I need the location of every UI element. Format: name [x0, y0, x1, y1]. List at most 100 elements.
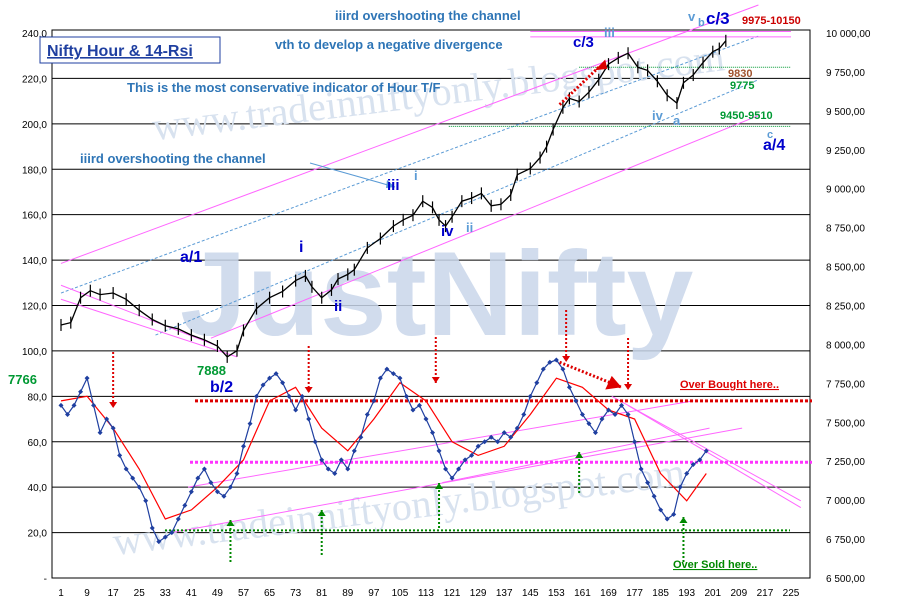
oversold-arrow-head [679, 517, 688, 523]
wave-label-ii-1: ii [334, 298, 342, 315]
right-axis-tick: 6 500,00 [826, 574, 865, 585]
rsi-point [162, 534, 168, 540]
x-axis-tick: 65 [264, 588, 276, 599]
right-axis-tick: 7 000,00 [826, 496, 865, 507]
rsi-point [364, 412, 370, 417]
right-axis-tick: 9 250,00 [826, 146, 865, 157]
rsi-point [456, 466, 462, 472]
oversold-arrow-head [317, 510, 326, 516]
chart-title-box [39, 36, 221, 64]
overbought-arrow-head [431, 377, 440, 383]
watermark-justnifty: JustNifty [180, 227, 694, 361]
left-axis-tick: 160,0 [22, 211, 47, 222]
rsi-point [234, 471, 240, 477]
left-axis-tick: 120,0 [22, 302, 47, 313]
rsi-point [579, 412, 585, 417]
rsi-point [273, 371, 279, 377]
left-axis-tick: 200,0 [22, 120, 47, 131]
divergence-arrow-head [605, 375, 622, 390]
x-axis-tick: 169 [600, 588, 617, 599]
left-axis-tick: 180,0 [22, 165, 47, 176]
rsi-point [371, 398, 377, 404]
axis-labels: 240,0220,0200,0180,0160,0140,0120,0100,0… [22, 29, 871, 599]
wave-label-b2: b/2 [210, 379, 233, 396]
wave-label-c: c [767, 129, 773, 141]
rsi-point [651, 493, 657, 499]
rsi-point [586, 421, 592, 427]
target-9450-label: 9450-9510 [720, 110, 773, 122]
price-channel-upper [60, 4, 759, 264]
rsi-point [514, 425, 520, 431]
rsi-point [214, 489, 220, 495]
rsi-point [267, 375, 273, 381]
rsi-point [612, 412, 618, 417]
rsi-point [416, 402, 422, 408]
rsi-point [625, 412, 631, 417]
x-axis-tick: 57 [238, 588, 250, 599]
rsi-point [397, 375, 403, 381]
rsi-point [671, 511, 677, 517]
downtrend-lower [60, 298, 238, 358]
rsi-point [130, 475, 136, 481]
rsi-point [97, 430, 103, 436]
x-axis-tick: 185 [652, 588, 669, 599]
rsi-point [606, 407, 611, 413]
level-7888-label: 7888 [197, 363, 226, 378]
rsi-point [149, 525, 155, 531]
rsi-point [254, 393, 260, 399]
rsi-point [560, 366, 566, 372]
price-channel-mid-2 [155, 79, 759, 336]
level-lines [165, 399, 812, 532]
x-axis-tick: 177 [626, 588, 643, 599]
wave-label-c3-mid: c/3 [573, 34, 594, 51]
breakout-arrow-head [594, 59, 608, 71]
rsi-point [345, 466, 351, 472]
rsi-point [221, 493, 227, 499]
breakout-arrow [558, 66, 600, 106]
target-9830-label: 9830 [728, 68, 752, 80]
level-7766-label: 7766 [8, 372, 37, 387]
left-axis-tick: 20,0 [28, 529, 48, 540]
x-axis-tick: 153 [548, 588, 565, 599]
rsi-point [684, 471, 690, 477]
rsi-point [208, 480, 214, 486]
x-axis-tick: 121 [444, 588, 461, 599]
rsi-point [443, 466, 449, 472]
rsi-point [658, 507, 664, 513]
wave-label-a1: a/1 [180, 249, 202, 266]
rsi-point [495, 439, 501, 445]
rsi-point [403, 393, 409, 399]
x-axis-tick: 73 [290, 588, 302, 599]
x-axis-tick: 201 [704, 588, 721, 599]
wave-label-b: b [698, 17, 705, 29]
rsi-point [475, 443, 481, 449]
annotation-iiird-mid: iiird overshooting the channel [80, 151, 266, 166]
rsi-average-line [60, 377, 707, 520]
rsi-point [540, 366, 546, 372]
rsi-point [247, 421, 253, 427]
wave-label-i-2: i [414, 168, 418, 183]
rsi-point [280, 380, 286, 386]
right-axis-tick: 8 250,00 [826, 302, 865, 313]
overbought-arrow-head [624, 384, 633, 390]
chart-title: Nifty Hour & 14-Rsi [47, 43, 193, 60]
price-line [60, 40, 727, 358]
rsi-channel-lower-2 [442, 427, 710, 484]
rsi-point [312, 439, 318, 445]
annotation-iiird-top: iiird overshooting the channel [335, 8, 521, 23]
rsi-point [325, 466, 331, 472]
over-sold-label: Over Sold here.. [673, 559, 757, 571]
x-axis-tick: 97 [368, 588, 380, 599]
rsi-point [71, 402, 77, 408]
rsi-point [384, 366, 390, 372]
rsi-point [547, 359, 553, 365]
rsi-point [293, 407, 299, 413]
rsi-point [599, 416, 605, 422]
x-axis-tick: 17 [108, 588, 120, 599]
rsi-point [182, 502, 188, 508]
rsi-point [527, 393, 533, 399]
left-axis-tick: 60,0 [28, 438, 48, 449]
rsi-point [462, 457, 468, 463]
left-axis-tick: 40,0 [28, 483, 48, 494]
x-axis-tick: 129 [470, 588, 487, 599]
